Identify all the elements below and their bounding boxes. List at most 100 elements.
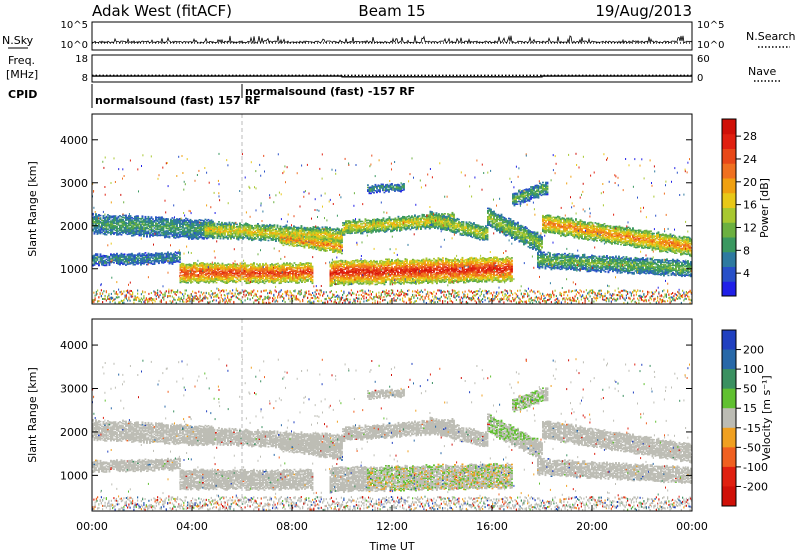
power-cell xyxy=(487,218,489,220)
power-cell xyxy=(441,219,444,221)
power-cell xyxy=(279,241,282,244)
power-cell xyxy=(603,238,606,241)
power-cell xyxy=(382,222,385,224)
power-cell xyxy=(630,241,633,243)
power-cell xyxy=(174,226,177,228)
power-cell xyxy=(399,230,401,232)
power-cell xyxy=(545,219,547,222)
power-cell xyxy=(515,237,518,239)
power-cell xyxy=(462,229,465,232)
power-cell xyxy=(406,228,409,230)
power-cell xyxy=(279,238,282,240)
power-cell xyxy=(626,228,628,230)
power-cell xyxy=(306,241,309,243)
power-cell xyxy=(403,225,406,228)
power-cell xyxy=(627,241,630,243)
power-cell xyxy=(424,219,427,222)
power-cell xyxy=(159,225,162,227)
power-cell xyxy=(140,228,142,231)
power-cell xyxy=(297,227,300,230)
power-cell xyxy=(656,234,658,237)
power-cell xyxy=(548,227,550,230)
power-cell xyxy=(527,237,530,240)
power-cell xyxy=(473,230,475,233)
power-cell xyxy=(311,228,313,230)
power-cell xyxy=(409,220,412,222)
power-cell xyxy=(261,238,264,241)
power-cell xyxy=(578,233,580,235)
power-cell xyxy=(393,224,395,227)
power-cell xyxy=(563,228,565,231)
power-cell xyxy=(511,236,513,238)
power-cell xyxy=(381,229,383,232)
power-cell xyxy=(147,230,150,232)
power-cell xyxy=(455,232,457,234)
power-cell xyxy=(573,230,576,233)
power-cell xyxy=(155,230,157,233)
power-cell xyxy=(116,230,118,233)
power-cell xyxy=(403,228,406,230)
power-cell xyxy=(352,220,355,222)
power-cell xyxy=(147,231,150,234)
power-cell xyxy=(491,213,494,215)
power-cell xyxy=(182,227,184,229)
power-cell xyxy=(485,231,487,233)
power-cell xyxy=(212,222,214,225)
power-cell xyxy=(669,250,672,252)
power-cell xyxy=(299,243,301,245)
power-cell xyxy=(323,247,325,249)
power-cell xyxy=(479,236,481,239)
power-cell xyxy=(240,232,243,235)
power-cell xyxy=(242,236,244,239)
power-cell xyxy=(245,222,247,225)
power-cell xyxy=(263,230,265,232)
power-cell xyxy=(290,234,292,237)
power-cell xyxy=(523,229,525,231)
power-cell xyxy=(278,237,280,240)
power-cell xyxy=(614,233,616,235)
power-cell xyxy=(415,218,418,221)
power-cell xyxy=(329,246,331,249)
power-cell xyxy=(582,225,585,227)
power-cell xyxy=(412,216,415,219)
power-cell xyxy=(479,238,481,241)
power-cell xyxy=(155,217,157,220)
power-cell xyxy=(546,222,549,225)
power-cell xyxy=(153,230,156,233)
power-cell xyxy=(382,223,385,225)
power-cell xyxy=(588,238,591,241)
power-cell xyxy=(315,231,318,233)
power-cell xyxy=(107,218,109,221)
power-cell xyxy=(431,217,433,219)
power-cell xyxy=(558,222,561,224)
power-cell xyxy=(276,232,279,235)
power-cell xyxy=(558,227,561,229)
power-cell xyxy=(206,233,208,235)
power-cell xyxy=(260,234,262,237)
power-cell xyxy=(581,236,583,238)
power-cell xyxy=(128,233,130,235)
power-cell xyxy=(333,244,336,246)
power-cell xyxy=(264,224,267,227)
power-cell xyxy=(575,229,577,231)
power-cell xyxy=(128,228,130,231)
power-cell xyxy=(276,225,279,228)
power-cell xyxy=(302,237,304,239)
power-cell xyxy=(630,230,633,233)
power-cell xyxy=(367,225,370,227)
power-cell xyxy=(479,225,481,228)
power-cell xyxy=(471,231,474,234)
power-cell xyxy=(167,233,169,236)
power-cell xyxy=(317,246,319,249)
power-cell xyxy=(563,233,565,235)
power-cell xyxy=(188,228,190,231)
nsky-trace-path xyxy=(92,35,693,45)
power-cell xyxy=(305,233,307,235)
power-cell xyxy=(194,226,196,229)
power-cell xyxy=(326,226,328,229)
power-cell xyxy=(251,227,253,229)
power-cell xyxy=(429,211,432,214)
power-cell xyxy=(453,225,456,228)
power-cell xyxy=(357,225,359,228)
power-cell xyxy=(300,238,303,240)
